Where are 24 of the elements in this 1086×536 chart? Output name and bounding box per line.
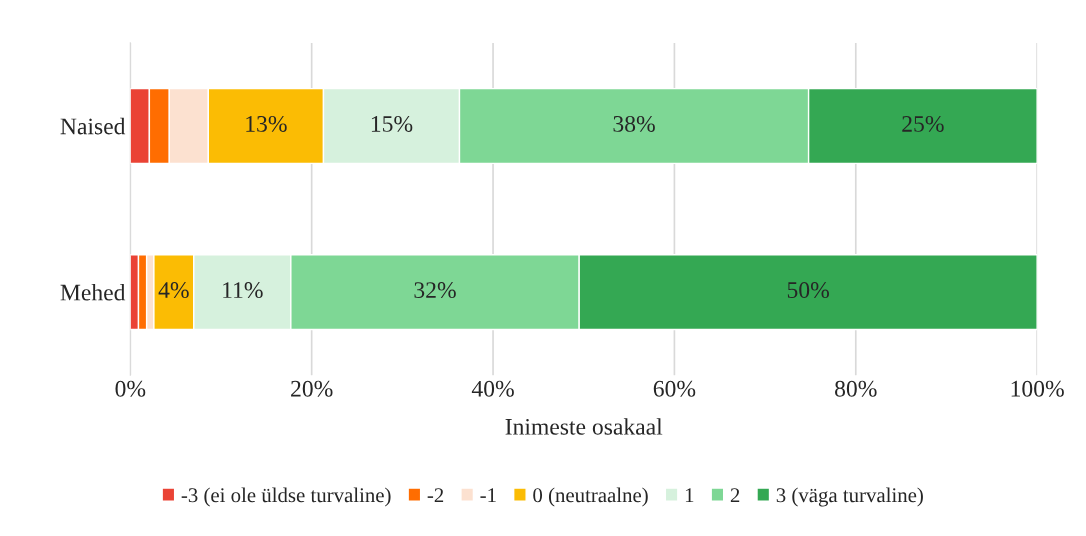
- x-tick-label: 80%: [835, 380, 877, 397]
- data-label: 11%: [223, 282, 263, 299]
- legend-label: 0 (neutraalne): [533, 487, 648, 507]
- data-label: 15%: [371, 115, 413, 132]
- legend-label: 3 (väga turvaline): [776, 487, 923, 507]
- legend-label: 2: [730, 488, 740, 503]
- x-tick-label: 0%: [115, 380, 146, 397]
- data-label: 32%: [414, 282, 456, 299]
- x-axis-title: Inimeste osakaal: [505, 418, 663, 435]
- legend-label: -1: [480, 488, 496, 503]
- legend-label: -2: [427, 488, 444, 503]
- legend-label: -3 (ei ole üldse turvaline): [181, 487, 391, 507]
- legend-label: 1: [685, 488, 694, 503]
- y-tick-label: Naised: [60, 117, 126, 135]
- data-label: 38%: [613, 115, 655, 132]
- data-label: 25%: [902, 115, 944, 132]
- y-tick-label: Mehed: [60, 283, 126, 301]
- data-label: 50%: [787, 282, 829, 299]
- x-tick-label: 40%: [471, 380, 514, 397]
- x-tick-label: 20%: [291, 380, 333, 397]
- x-tick-label: 100%: [1011, 380, 1064, 397]
- data-label: 13%: [246, 115, 287, 132]
- x-tick-label: 60%: [653, 380, 696, 397]
- data-label: 4%: [158, 282, 189, 299]
